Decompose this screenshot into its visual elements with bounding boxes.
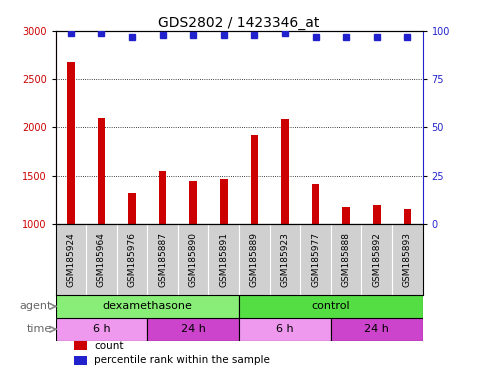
Text: agent: agent (19, 301, 52, 311)
Text: time: time (27, 324, 52, 334)
Bar (251, 135, 258, 224)
Text: GSM185976: GSM185976 (128, 232, 137, 287)
Bar (220, 179, 227, 224)
Text: GSM185890: GSM185890 (189, 232, 198, 287)
Text: GSM185889: GSM185889 (250, 232, 259, 287)
Bar (128, 193, 136, 224)
Text: dexamethasone: dexamethasone (102, 301, 192, 311)
Bar (159, 171, 167, 224)
Text: 6 h: 6 h (276, 324, 294, 334)
Bar (331, 318, 423, 341)
Text: count: count (94, 341, 124, 351)
Text: GSM185924: GSM185924 (66, 232, 75, 287)
Text: GSM185977: GSM185977 (311, 232, 320, 287)
Title: GDS2802 / 1423346_at: GDS2802 / 1423346_at (158, 16, 320, 30)
Text: percentile rank within the sample: percentile rank within the sample (94, 355, 270, 365)
Bar (403, 209, 411, 224)
Text: GSM185923: GSM185923 (281, 232, 289, 287)
Text: GSM185964: GSM185964 (97, 232, 106, 287)
Text: 24 h: 24 h (181, 324, 206, 334)
Bar (74, 356, 87, 365)
Bar (239, 295, 423, 318)
Bar (74, 341, 87, 350)
Text: GSM185891: GSM185891 (219, 232, 228, 287)
Bar (98, 118, 105, 224)
Bar (189, 181, 197, 224)
Bar (312, 184, 319, 224)
Text: control: control (312, 301, 350, 311)
Bar (373, 205, 381, 224)
Text: GSM185887: GSM185887 (158, 232, 167, 287)
Bar (342, 207, 350, 224)
Text: 24 h: 24 h (364, 324, 389, 334)
Bar (56, 295, 239, 318)
Bar (239, 318, 331, 341)
Bar (147, 318, 239, 341)
Text: GSM185888: GSM185888 (341, 232, 351, 287)
Bar (67, 61, 75, 224)
Text: GSM185893: GSM185893 (403, 232, 412, 287)
Bar (56, 318, 147, 341)
Bar (281, 119, 289, 224)
Text: 6 h: 6 h (93, 324, 110, 334)
Text: GSM185892: GSM185892 (372, 232, 381, 287)
